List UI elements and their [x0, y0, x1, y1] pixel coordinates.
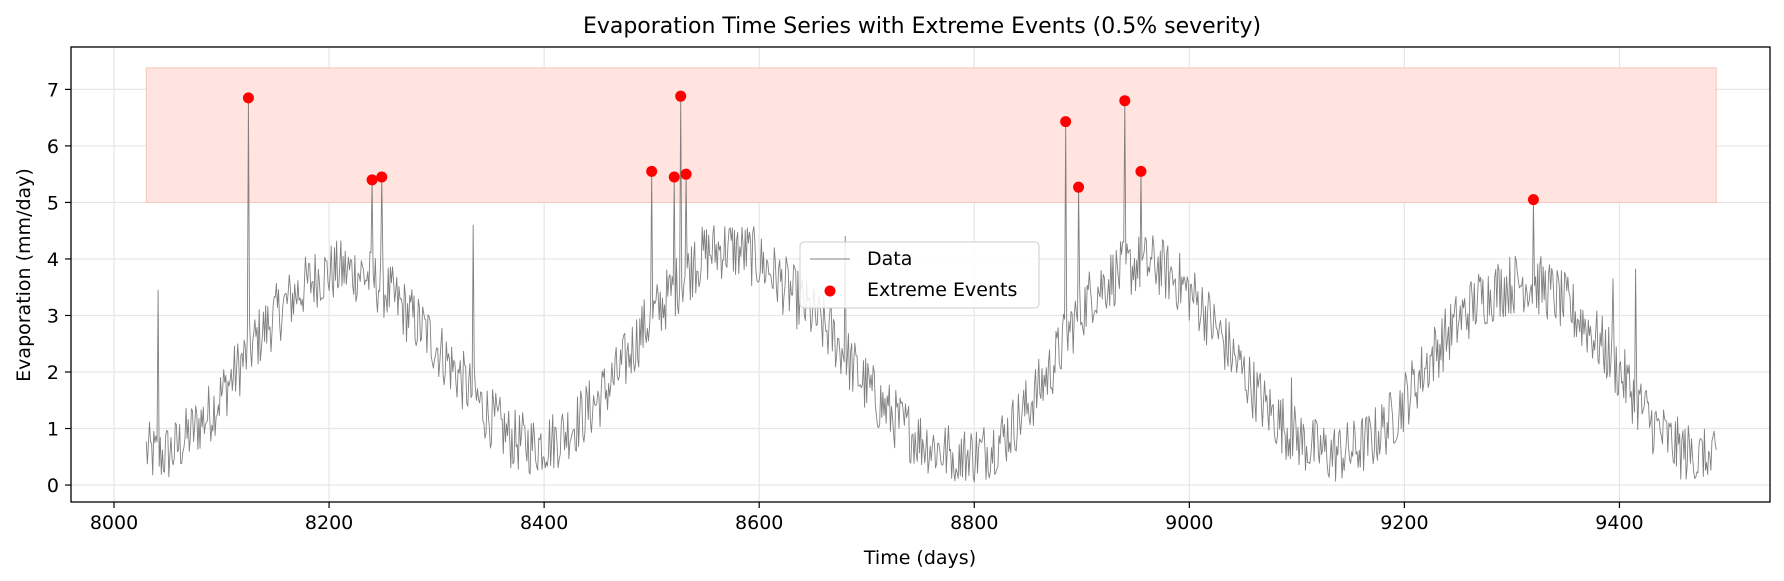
extreme-event-point: [242, 92, 254, 104]
x-tick-label: 8600: [735, 512, 783, 534]
extreme-event-point: [1135, 165, 1147, 177]
extreme-event-point: [1060, 116, 1072, 128]
legend-marker-swatch: [824, 285, 836, 297]
plot-area-frame: [70, 46, 1771, 503]
y-axis-title: Evaporation (mm/day): [13, 168, 35, 382]
y-tick-label: 2: [47, 362, 59, 384]
x-axis-ticks: 8000 8200 8400 8600 8800 9000 9200 9400: [90, 502, 1644, 534]
x-tick-label: 9400: [1595, 512, 1643, 534]
y-tick-label: 4: [47, 249, 59, 271]
x-tick-label: 9200: [1380, 512, 1428, 534]
x-tick-label: 8800: [950, 512, 998, 534]
x-tick-label: 8200: [305, 512, 353, 534]
x-tick-label: 8000: [90, 512, 138, 534]
legend-box: [799, 241, 1040, 309]
extreme-event-point: [376, 171, 388, 183]
extreme-event-point: [675, 90, 687, 102]
chart-title: Evaporation Time Series with Extreme Eve…: [583, 14, 1261, 39]
extreme-event-point: [366, 174, 378, 186]
y-tick-label: 6: [47, 136, 59, 158]
legend-label-data: Data: [867, 248, 912, 270]
extreme-band: [145, 67, 1717, 203]
legend-label-extreme: Extreme Events: [867, 279, 1017, 301]
y-tick-label: 1: [47, 419, 59, 441]
y-tick-label: 0: [47, 475, 59, 497]
extreme-event-point: [1119, 95, 1131, 107]
y-tick-label: 7: [47, 79, 59, 101]
data-series-line: [145, 95, 1717, 483]
y-tick-label: 3: [47, 305, 59, 327]
extreme-event-point: [1073, 181, 1085, 193]
extreme-event-point: [680, 168, 692, 180]
y-tick-label: 5: [47, 192, 59, 214]
x-axis-title: Time (days): [863, 547, 976, 569]
extreme-event-point: [646, 165, 658, 177]
data-line: [145, 95, 1717, 483]
extreme-event-point: [1527, 194, 1539, 206]
y-axis-ticks: 0 1 2 3 4 5 6 7: [47, 79, 71, 497]
extreme-events-points: [242, 90, 1539, 206]
legend: Data Extreme Events: [799, 241, 1040, 309]
x-tick-label: 9000: [1165, 512, 1213, 534]
x-tick-label: 8400: [520, 512, 568, 534]
extreme-event-point: [668, 171, 680, 183]
extreme-threshold-band: [145, 67, 1717, 203]
